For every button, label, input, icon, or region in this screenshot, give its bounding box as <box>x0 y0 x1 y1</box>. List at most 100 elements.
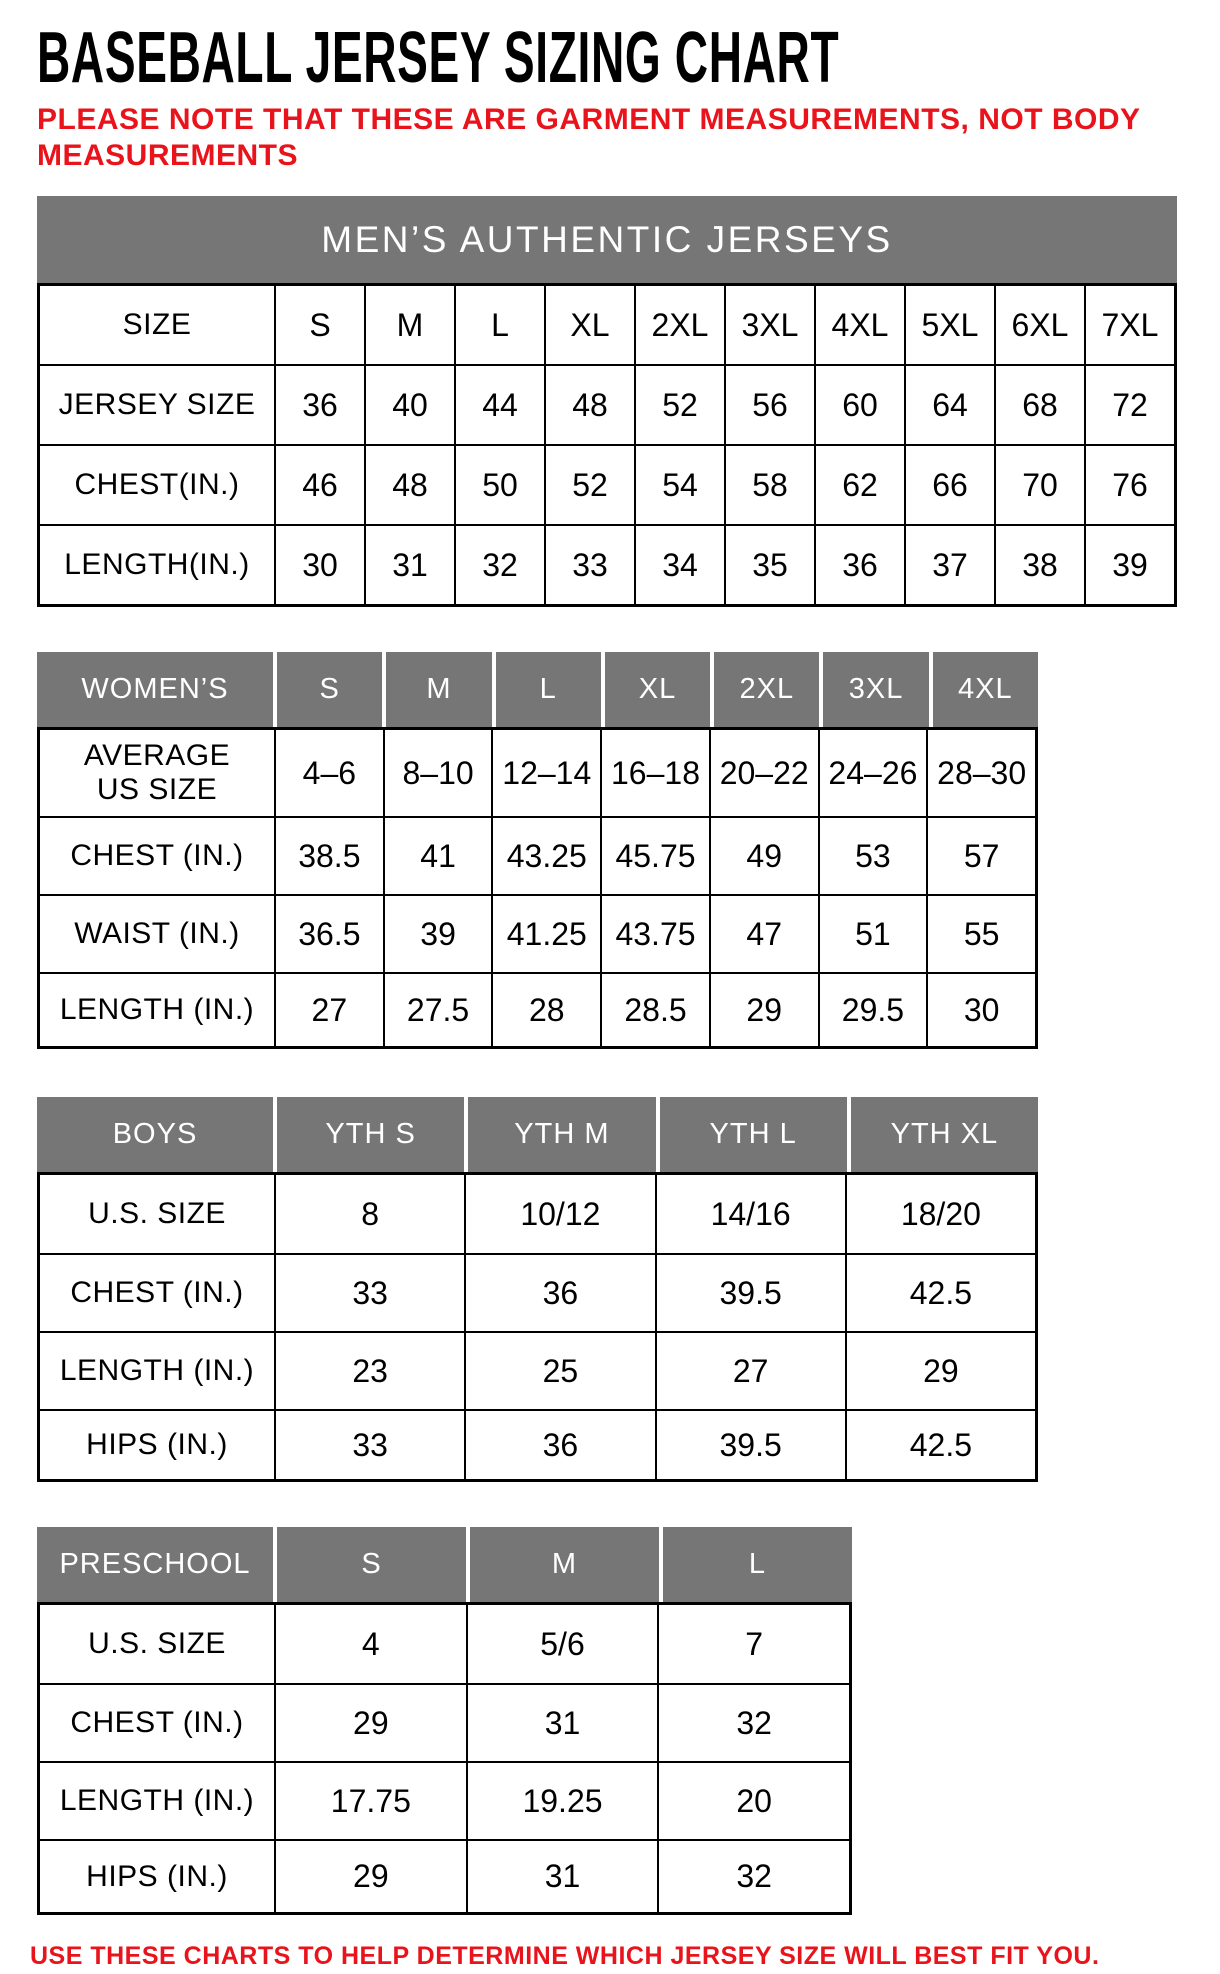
data-cell: 45.75 <box>601 817 710 895</box>
header-cell: 2XL <box>714 652 820 727</box>
data-cell: 55 <box>927 895 1036 973</box>
data-cell: 20–22 <box>709 729 819 817</box>
table-header-row: PRESCHOOL S M L <box>37 1527 852 1602</box>
table-body: SIZE S M L XL 2XL 3XL 4XL 5XL 6XL 7XL JERSEY SIZE 36… <box>37 283 1177 607</box>
data-cell: 53 <box>818 817 928 895</box>
table-body: AVERAGE US SIZE 4–6 8–10 12–14 16–18 20–22 24–2… <box>37 727 1038 1049</box>
data-cell: 24–26 <box>818 729 928 817</box>
data-cell: 30 <box>275 525 365 605</box>
data-cell: 29 <box>275 1684 467 1762</box>
data-cell: 76 <box>1085 445 1175 525</box>
data-cell: 47 <box>709 895 819 973</box>
data-cell: 51 <box>818 895 928 973</box>
row-label-line: US SIZE <box>96 773 218 806</box>
data-cell: 39.5 <box>655 1254 846 1332</box>
header-cell: 3XL <box>823 652 929 727</box>
data-cell: 32 <box>658 1840 850 1913</box>
data-cell: 7 <box>658 1604 850 1684</box>
data-cell: 38 <box>995 525 1085 605</box>
data-cell: 4XL <box>815 285 905 365</box>
data-cell: 39 <box>383 895 493 973</box>
footer-note: USE THESE CHARTS TO HELP DETERMINE WHICH… <box>30 1942 1100 1970</box>
data-cell: 64 <box>905 365 995 445</box>
data-cell: 38.5 <box>275 817 384 895</box>
data-cell: 58 <box>725 445 815 525</box>
data-cell: 60 <box>815 365 905 445</box>
data-cell: 4 <box>275 1604 467 1684</box>
table-body: U.S. SIZE 8 10/12 14/16 18/20 CHEST (IN.) 33 36… <box>37 1172 1038 1482</box>
data-cell: 14/16 <box>655 1174 846 1254</box>
womens-sizing-table: WOMEN’S S M L XL 2XL 3XL 4XL AVERAGE US SIZE 4–6 8–… <box>37 652 1038 1049</box>
data-cell: 42.5 <box>845 1254 1036 1332</box>
data-cell: 33 <box>545 525 635 605</box>
data-cell: 28–30 <box>927 729 1036 817</box>
data-cell: 34 <box>635 525 725 605</box>
header-cell: YTH XL <box>850 1097 1038 1172</box>
table-body: U.S. SIZE 4 5/6 7 CHEST (IN.) 29 31 32 LENGTH (I… <box>37 1602 852 1915</box>
data-cell: 31 <box>365 525 455 605</box>
preschool-sizing-table: PRESCHOOL S M L U.S. SIZE 4 5/6 7 CHEST (IN.) 29 3… <box>37 1527 852 1915</box>
data-cell: 30 <box>927 973 1036 1047</box>
table-banner: MEN’S AUTHENTIC JERSEYS <box>37 196 1177 283</box>
data-cell: 52 <box>635 365 725 445</box>
data-cell: 33 <box>275 1254 466 1332</box>
data-cell: 49 <box>709 817 819 895</box>
data-cell: 54 <box>635 445 725 525</box>
data-cell: 40 <box>365 365 455 445</box>
data-cell: 48 <box>365 445 455 525</box>
measurement-note-line: MEASUREMENTS <box>37 139 299 172</box>
data-cell: 27 <box>275 973 384 1047</box>
data-cell: M <box>365 285 455 365</box>
data-cell: 46 <box>275 445 365 525</box>
data-cell: 39.5 <box>655 1410 846 1480</box>
data-cell: 41 <box>383 817 493 895</box>
data-cell: 50 <box>455 445 545 525</box>
data-cell: 5XL <box>905 285 995 365</box>
header-cell: XL <box>604 652 711 727</box>
data-cell: S <box>275 285 365 365</box>
data-cell: 16–18 <box>601 729 710 817</box>
data-cell: 29 <box>845 1332 1036 1410</box>
data-cell: 72 <box>1085 365 1175 445</box>
data-cell: 68 <box>995 365 1085 445</box>
data-cell: 8–10 <box>383 729 493 817</box>
data-cell: 20 <box>658 1762 850 1840</box>
measurement-note: PLEASE NOTE THAT THESE ARE GARMENT MEASU… <box>37 102 1220 174</box>
page-title-wrap: BASEBALL JERSEY SIZING CHART <box>37 0 1220 96</box>
data-cell: 43.25 <box>492 817 602 895</box>
data-cell: 29 <box>709 973 819 1047</box>
data-cell: 8 <box>275 1174 466 1254</box>
header-label-cell: PRESCHOOL <box>37 1527 273 1602</box>
header-label-cell: BOYS <box>37 1097 273 1172</box>
header-cell: S <box>277 1527 466 1602</box>
header-cell: YTH S <box>277 1097 465 1172</box>
header-cell: L <box>495 652 601 727</box>
row-label-cell: U.S. SIZE <box>39 1174 275 1254</box>
header-cell: 4XL <box>932 652 1038 727</box>
mens-sizing-table: MEN’S AUTHENTIC JERSEYS SIZE S M L XL 2XL 3XL 4X… <box>37 196 1177 607</box>
data-cell: 44 <box>455 365 545 445</box>
row-label-line: AVERAGE <box>83 739 231 772</box>
row-label-cell: U.S. SIZE <box>39 1604 275 1684</box>
data-cell: 39 <box>1085 525 1175 605</box>
data-cell: 37 <box>905 525 995 605</box>
row-label-cell: LENGTH (IN.) <box>39 1762 275 1840</box>
data-cell: 29.5 <box>818 973 928 1047</box>
data-cell: 36 <box>815 525 905 605</box>
data-cell: L <box>455 285 545 365</box>
data-cell: 27 <box>655 1332 846 1410</box>
data-cell: 25 <box>465 1332 656 1410</box>
data-cell: 31 <box>466 1684 659 1762</box>
row-label-cell: HIPS (IN.) <box>39 1840 275 1913</box>
data-cell: 32 <box>658 1684 850 1762</box>
data-cell: 7XL <box>1085 285 1175 365</box>
data-cell: 3XL <box>725 285 815 365</box>
data-cell: 19.25 <box>466 1762 659 1840</box>
table-header-row: WOMEN’S S M L XL 2XL 3XL 4XL <box>37 652 1038 727</box>
data-cell: 12–14 <box>492 729 602 817</box>
row-label-cell: LENGTH (IN.) <box>39 1332 275 1410</box>
header-cell: L <box>663 1527 852 1602</box>
data-cell: 23 <box>275 1332 466 1410</box>
data-cell: 35 <box>725 525 815 605</box>
